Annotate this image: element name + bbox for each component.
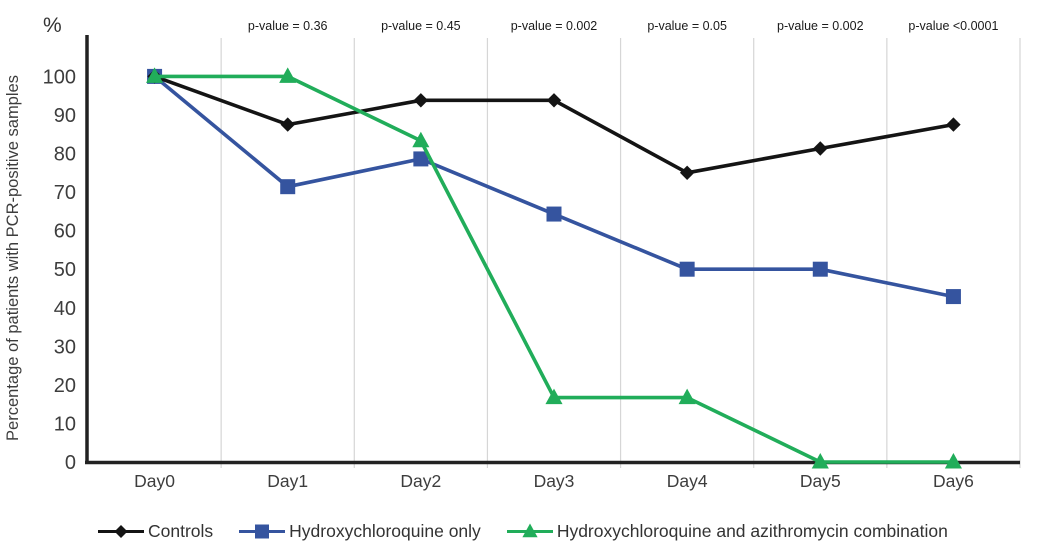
legend-marker-diamond <box>114 525 128 538</box>
data-point-square <box>413 151 429 167</box>
y-tick-label: 50 <box>54 259 76 281</box>
y-axis-unit-label: % <box>43 14 62 37</box>
data-point-diamond <box>946 117 961 132</box>
legend-label-combination: Hydroxychloroquine and azithromycin comb… <box>556 521 948 541</box>
legend: Controls Hydroxychloroquine only Hydroxy… <box>98 521 948 542</box>
legend-label-controls: Controls <box>148 521 214 541</box>
p-value-label: p-value = 0.002 <box>777 19 864 33</box>
y-tick-label: 0 <box>65 452 76 474</box>
legend-label-hydroxychloroquine-only: Hydroxychloroquine only <box>289 521 481 541</box>
data-point-square <box>280 179 296 195</box>
y-tick-label: 20 <box>54 375 76 397</box>
x-category-label: Day1 <box>267 471 308 491</box>
data-point-diamond <box>413 93 429 108</box>
data-point-triangle <box>146 67 164 83</box>
p-value-label: p-value = 0.05 <box>647 19 727 33</box>
data-point-triangle <box>545 388 563 405</box>
y-tick-label: 30 <box>54 336 76 358</box>
p-value-label: p-value <0.0001 <box>908 19 998 33</box>
data-point-triangle <box>678 388 696 405</box>
data-point-triangle <box>279 67 297 83</box>
x-category-label: Day0 <box>134 471 175 491</box>
hydroxychloroquine-line-square-icon <box>239 524 286 539</box>
legend-marker-square <box>255 524 270 539</box>
legend-marker-triangle <box>522 523 538 538</box>
y-tick-label: 60 <box>54 221 76 243</box>
y-tick-label: 90 <box>54 105 76 127</box>
combination-line-triangle-icon <box>506 523 553 538</box>
x-category-label: Day3 <box>534 471 575 491</box>
legend-item-combination: Hydroxychloroquine and azithromycin comb… <box>506 521 948 542</box>
legend-item-hydroxychloroquine-only: Hydroxychloroquine only <box>239 521 481 542</box>
p-value-label: p-value = 0.36 <box>248 19 328 33</box>
y-axis-title: Percentage of patients with PCR-positive… <box>4 75 22 441</box>
x-category-label: Day2 <box>400 471 441 491</box>
data-point-square <box>945 289 961 305</box>
data-point-diamond <box>813 141 828 156</box>
data-point-square <box>546 206 562 222</box>
data-point-diamond <box>546 93 562 108</box>
y-tick-label: 40 <box>54 298 76 320</box>
x-category-label: Day6 <box>933 471 974 491</box>
legend-item-controls: Controls <box>98 521 213 542</box>
data-point-square <box>679 261 695 277</box>
series-line-triangle <box>152 74 956 464</box>
x-category-label: Day5 <box>800 471 841 491</box>
y-tick-label: 80 <box>54 144 76 166</box>
y-tick-label: 70 <box>54 182 76 204</box>
data-point-diamond <box>679 165 695 180</box>
p-value-label: p-value = 0.002 <box>511 19 598 33</box>
data-point-triangle <box>412 131 430 148</box>
series-line-square <box>152 74 956 299</box>
y-tick-label: 10 <box>54 413 76 435</box>
p-value-label: p-value = 0.45 <box>381 19 461 33</box>
y-tick-label: 100 <box>43 66 76 88</box>
data-point-diamond <box>280 117 295 132</box>
data-point-triangle <box>944 453 962 469</box>
x-category-label: Day4 <box>667 471 708 491</box>
controls-line-diamond-icon <box>98 525 144 538</box>
data-point-triangle <box>811 453 829 469</box>
data-point-square <box>812 261 828 277</box>
series-line-diamond <box>152 74 956 175</box>
